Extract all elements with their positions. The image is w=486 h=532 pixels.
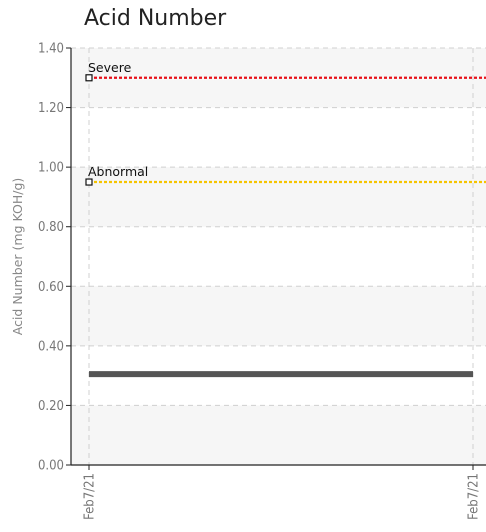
threshold-label: Abnormal xyxy=(88,164,148,179)
y-tick-label: 0.40 xyxy=(38,339,64,354)
x-tick-labels: Feb7/21 Feb7/21 xyxy=(83,473,482,520)
y-tick-label: 1.40 xyxy=(38,42,64,57)
y-tick-label: 0.80 xyxy=(38,220,64,235)
y-tick-label: 1.00 xyxy=(38,161,64,176)
threshold-marker xyxy=(85,178,93,186)
x-tick-label: Feb7/21 xyxy=(83,473,98,520)
plot-bands xyxy=(71,48,486,465)
plot-band xyxy=(71,405,486,465)
y-tick-label: 0.60 xyxy=(38,280,64,295)
x-tick-label: Feb7/21 xyxy=(467,473,482,520)
threshold-marker xyxy=(85,74,93,82)
plot-band xyxy=(71,48,486,108)
plot-band xyxy=(71,167,486,227)
y-tick-label: 1.20 xyxy=(38,101,64,116)
threshold-label: Severe xyxy=(88,60,132,75)
chart-title: Acid Number xyxy=(84,6,227,31)
y-axis-title: Acid Number (mg KOH/g) xyxy=(10,178,25,336)
y-tick-label: 0.00 xyxy=(38,459,64,474)
y-tick-labels: 0.00 0.20 0.40 0.60 0.80 1.00 1.20 1.40 xyxy=(38,42,64,474)
y-tick-label: 0.20 xyxy=(38,399,64,414)
threshold-lines: Severe Abnormal xyxy=(85,60,486,186)
grid-lines xyxy=(71,47,486,465)
plot-band xyxy=(71,286,486,346)
axes xyxy=(66,47,486,470)
